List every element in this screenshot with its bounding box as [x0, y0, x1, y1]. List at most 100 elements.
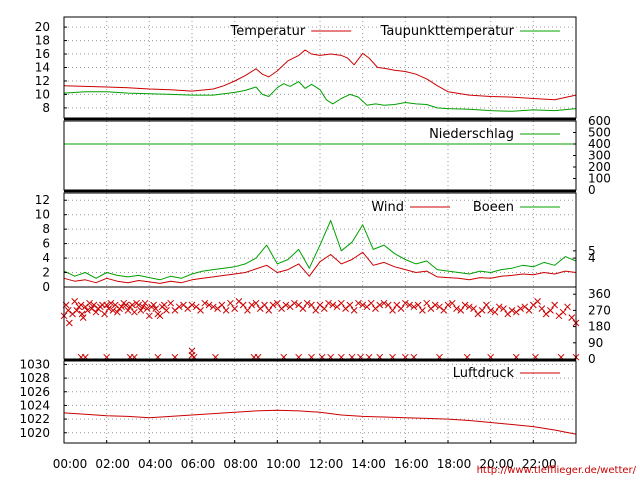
x-tick-label: 08:00 — [223, 457, 258, 471]
wind-direction-point — [355, 299, 362, 307]
wind-direction-point — [156, 312, 164, 320]
wind-direction-point — [384, 301, 392, 309]
wind-direction-point — [534, 298, 541, 305]
wind-direction-point — [227, 299, 234, 307]
wind-direction-point — [113, 308, 121, 316]
x-tick-label: 04:00 — [138, 457, 173, 471]
wind-direction-point — [346, 301, 354, 309]
y-tick-label: 8 — [42, 101, 50, 115]
wind-direction-point — [495, 303, 503, 311]
wind-direction-point — [273, 299, 281, 307]
right-tick-label: 90 — [588, 336, 603, 350]
wind-direction-point — [167, 299, 175, 307]
legend-label-taupunkttemperatur: Taupunkttemperatur — [380, 24, 515, 39]
y-tick-label: 12 — [35, 193, 50, 207]
wind-direction-point — [299, 305, 307, 312]
y-tick-label: 1022 — [19, 412, 50, 426]
wind-direction-point — [239, 301, 247, 309]
wind-direction-point — [551, 301, 559, 309]
wind-direction-point — [175, 303, 183, 311]
wind-direction-point — [431, 301, 439, 309]
wind-direction-point — [564, 303, 571, 311]
wind-direction-point — [308, 301, 315, 309]
wind-direction-point — [329, 301, 337, 309]
legend-label-temperatur: Temperatur — [230, 24, 306, 39]
right-tick-label: 0 — [588, 352, 596, 366]
luftdruck-line — [63, 409, 577, 435]
y-tick-label: 16 — [35, 47, 50, 61]
y-tick-label: 500 — [588, 126, 611, 140]
wind-direction-point — [71, 298, 79, 305]
wind-direction-point — [152, 305, 160, 312]
x-tick-label: 18:00 — [437, 457, 472, 471]
wind-direction-point — [188, 301, 196, 309]
legend-label-niederschlag: Niederschlag — [429, 127, 514, 142]
series-layer — [60, 49, 580, 435]
y-tick-label: 2 — [42, 266, 50, 280]
wind-direction-point — [205, 301, 213, 309]
wind-direction-point — [547, 307, 554, 314]
wind-direction-point — [453, 305, 460, 312]
wind-direction-point — [559, 308, 567, 316]
wind-line — [63, 251, 577, 284]
right-tick-label: 360 — [588, 287, 611, 301]
wind-direction-point — [397, 305, 405, 312]
wind-direction-point — [231, 305, 239, 312]
wind-direction-point — [118, 303, 125, 311]
y-tick-label: 400 — [588, 137, 611, 151]
wind-direction-point — [135, 301, 143, 309]
wind-direction-point — [337, 299, 345, 307]
right-tick-label: 270 — [588, 303, 611, 317]
wind-direction-point — [261, 301, 268, 309]
y-tick-label: 12 — [35, 74, 50, 88]
y-tick-label: 1020 — [19, 426, 50, 440]
footer-url[interactable]: http://www.tiefflieger.de/wetter/ — [477, 465, 637, 476]
wind-direction-point — [92, 308, 100, 316]
right-tick-label: 4 — [588, 251, 596, 265]
x-tick-label: 02:00 — [95, 457, 130, 471]
wind-direction-point — [291, 299, 298, 307]
wind-direction-point — [128, 301, 136, 309]
legend-label-boeen: Boeen — [473, 200, 514, 215]
y-tick-label: 0 — [588, 183, 596, 197]
x-tick-label: 22:00 — [522, 457, 557, 471]
y-tick-label: 10 — [35, 208, 50, 222]
wind-direction-point — [500, 305, 507, 312]
y-tick-label: 100 — [588, 172, 611, 186]
taupunkttemperatur-line — [63, 81, 577, 112]
wind-direction-point — [65, 319, 73, 327]
wind-direction-point — [218, 301, 226, 309]
wind-direction-point — [508, 307, 516, 314]
wind-direction-point — [406, 301, 413, 309]
x-tick-label: 12:00 — [309, 457, 344, 471]
y-tick-label: 18 — [35, 34, 50, 48]
wind-direction-point — [325, 299, 332, 307]
wind-direction-point — [525, 307, 533, 314]
y-tick-label: 200 — [588, 160, 611, 174]
wind-direction-point — [380, 299, 388, 307]
wind-direction-point — [209, 303, 217, 311]
wind-direction-point — [367, 299, 375, 307]
frame-layer — [63, 16, 577, 444]
wind-direction-point — [101, 310, 108, 318]
wind-direction-point — [109, 307, 117, 314]
wind-direction-point — [389, 307, 396, 314]
right-tick-label: 5 — [588, 244, 596, 258]
wind-direction-point — [303, 299, 311, 307]
wind-direction-point — [86, 299, 93, 307]
right-tick-label: 180 — [588, 320, 611, 334]
wind-direction-point — [137, 307, 145, 314]
wind-direction-point — [517, 305, 524, 312]
y-tick-label: 6 — [42, 237, 50, 251]
wind-direction-point — [423, 299, 431, 307]
x-tick-label: 20:00 — [479, 457, 514, 471]
y-tick-label: 1026 — [19, 385, 50, 399]
x-tick-label: 10:00 — [266, 457, 301, 471]
wind-direction-point — [244, 307, 251, 314]
y-tick-label: 10 — [35, 87, 50, 101]
label-layer: 00:00 02:00 04:00 06:00 08:00 10:00 12:00 14:00… — [19, 20, 610, 471]
wind-direction-point — [470, 305, 477, 312]
wind-direction-point — [359, 301, 367, 309]
wind-direction-point — [163, 307, 170, 314]
